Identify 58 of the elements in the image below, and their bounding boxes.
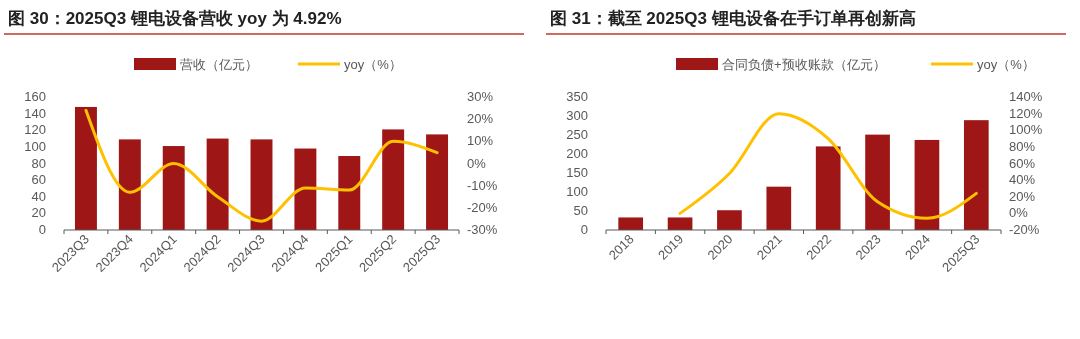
y-tick-label: 80 [31, 155, 46, 171]
y-tick-label: 120 [24, 122, 46, 138]
y2-tick-label: 20% [1009, 188, 1036, 204]
y-tick-label: 50 [573, 203, 588, 218]
y-tick-label: 350 [566, 89, 588, 104]
bar [667, 217, 693, 230]
legend-label: yoy（%） [977, 57, 1035, 72]
chart-title: 图 31：截至 2025Q3 锂电设备在手订单再创新高 [550, 9, 916, 28]
y-tick-label: 60 [31, 172, 46, 188]
y-tick-label: 140 [24, 105, 46, 121]
legend-label: yoy（%） [344, 57, 402, 72]
y2-tick-label: -30% [467, 222, 498, 237]
legend-label: 营收（亿元） [180, 57, 258, 72]
y2-tick-label: 30% [467, 89, 494, 104]
y-tick-label: 20 [31, 205, 46, 221]
y-tick-label: 0 [580, 222, 588, 237]
bar [426, 134, 449, 230]
y-tick-label: 160 [24, 89, 46, 104]
y-tick-label: 0 [38, 222, 46, 237]
y2-tick-label: -10% [467, 177, 498, 193]
bar [766, 186, 792, 230]
y-tick-label: 200 [566, 146, 588, 161]
bar [382, 129, 405, 230]
y2-tick-label: 0% [467, 155, 487, 171]
y-tick-label: 250 [566, 127, 588, 142]
bar [338, 156, 361, 230]
bar [618, 217, 644, 230]
bar [914, 139, 940, 230]
y-tick-label: 300 [566, 108, 588, 123]
y-tick-label: 100 [566, 184, 588, 199]
bar [250, 139, 273, 230]
y2-tick-label: -20% [467, 199, 498, 215]
y2-tick-label: 0% [1009, 205, 1029, 221]
line-series [84, 108, 439, 223]
y2-tick-label: 100% [1009, 122, 1043, 138]
bar [865, 134, 890, 230]
bar [294, 148, 317, 230]
y2-tick-label: 60% [1009, 155, 1036, 171]
bar [206, 138, 229, 230]
legend-label: 合同负债+预收账款（亿元） [722, 57, 886, 72]
y2-tick-label: 80% [1009, 138, 1036, 154]
y2-tick-label: -20% [1009, 222, 1040, 237]
y-tick-label: 100 [24, 138, 46, 154]
bar [74, 106, 97, 230]
y-tick-label: 150 [566, 165, 588, 180]
bar [717, 210, 742, 230]
y2-tick-label: 120% [1009, 105, 1043, 121]
y2-tick-label: 140% [1009, 89, 1043, 104]
y2-tick-label: 40% [1009, 172, 1036, 188]
y2-tick-label: 10% [467, 133, 494, 149]
y2-tick-label: 20% [467, 111, 494, 127]
bar [815, 146, 841, 230]
chart-title: 图 30：2025Q3 锂电设备营收 yoy 为 4.92% [8, 9, 342, 28]
bar [118, 139, 141, 230]
line-series [678, 112, 978, 220]
bar [162, 146, 185, 230]
bar [963, 120, 989, 230]
y-tick-label: 40 [31, 188, 46, 204]
